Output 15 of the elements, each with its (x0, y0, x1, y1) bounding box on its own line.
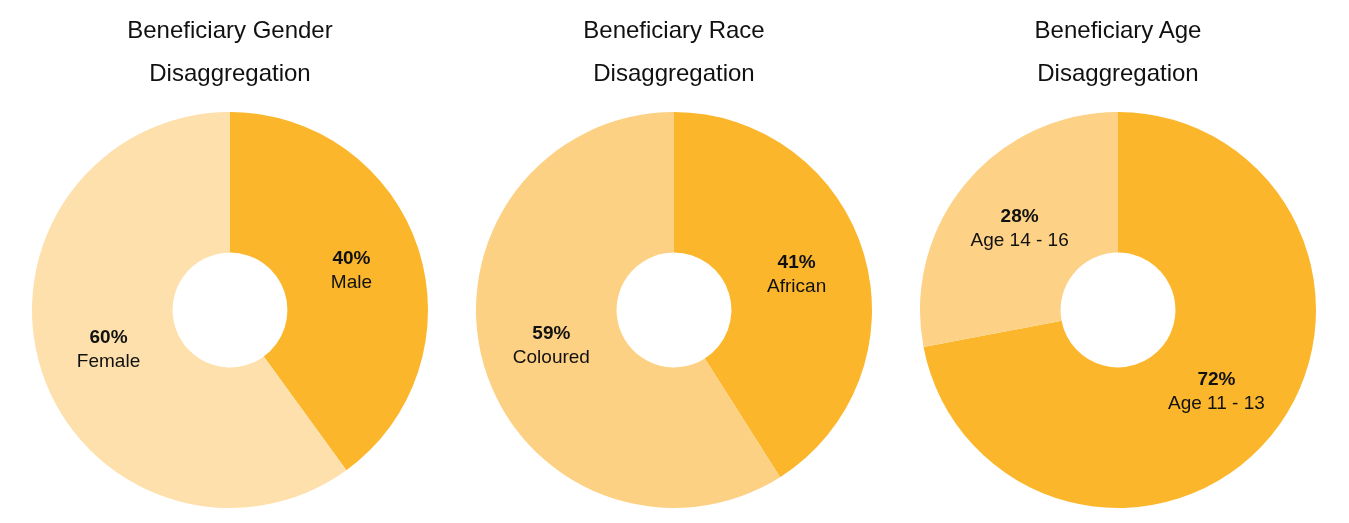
slice-label: Male (330, 270, 373, 292)
data-label: 60% (89, 325, 128, 347)
slice-label: Coloured (512, 345, 590, 367)
slice-label: Age 11 - 13 (1167, 391, 1265, 413)
chart-title: Beneficiary Age Disaggregation (1033, 15, 1203, 88)
data-label: 72% (1197, 367, 1236, 389)
slice-label: African (767, 274, 827, 296)
slice-label: Age 14 - 16 (970, 228, 1069, 250)
slice-label: Female (76, 349, 141, 371)
chart-title: Beneficiary Gender Disaggregation (126, 15, 334, 88)
data-label: 59% (532, 321, 571, 343)
data-label: 28% (1000, 204, 1039, 226)
chart-title: Beneficiary Race Disaggregation (582, 15, 766, 88)
data-label: 41% (777, 250, 816, 272)
data-label: 40% (332, 246, 371, 268)
